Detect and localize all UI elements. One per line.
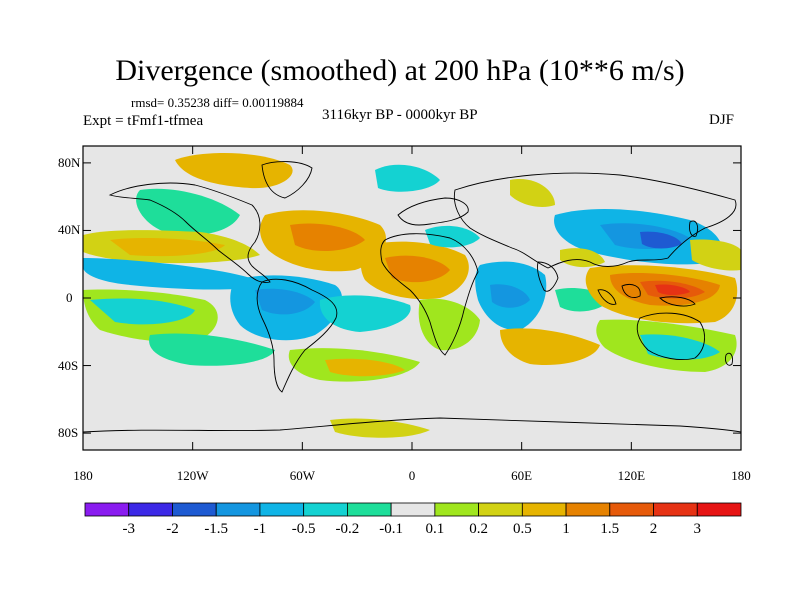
x-tick-label: 0 — [408, 468, 416, 483]
anomaly-region — [510, 179, 555, 207]
anomaly-region — [319, 295, 411, 332]
anomaly-region — [655, 284, 690, 295]
map-title: Divergence (smoothed) at 200 hPa (10**6 … — [115, 54, 685, 87]
colorbar-swatch — [128, 502, 173, 517]
coastline-greenland — [261, 161, 313, 199]
colorbar-swatch — [609, 502, 654, 517]
colorbar-label: 0.2 — [469, 521, 488, 537]
anomaly-region — [149, 333, 275, 366]
colorbar-label: -2 — [166, 521, 179, 537]
anomaly-region — [500, 328, 600, 366]
anomaly-region — [425, 225, 480, 248]
coastline-india — [537, 261, 559, 292]
colorbar-label: -0.5 — [291, 521, 316, 537]
coastline-antarctica — [83, 417, 741, 433]
tick-marks — [82, 146, 742, 450]
period-label: 3116kyr BP - 0000kyr BP — [322, 107, 478, 123]
x-tick-label: 120E — [617, 468, 646, 483]
anomaly-field — [83, 153, 741, 438]
experiment-label: Expt = tFmf1-tfmea — [83, 113, 204, 129]
colorbar-label: -0.1 — [379, 521, 403, 537]
anomaly-region — [110, 237, 225, 257]
anomaly-region — [325, 358, 405, 377]
y-tick-label: 80N — [58, 154, 81, 170]
anomaly-region — [385, 255, 450, 283]
colorbar-swatch — [434, 502, 480, 517]
colorbar-label: 3 — [693, 521, 702, 537]
anomaly-region — [640, 231, 682, 249]
anomaly-region — [290, 223, 365, 252]
colorbar-swatch — [390, 502, 436, 517]
colorbar-swatch — [565, 502, 611, 517]
colorbar-label: 1.5 — [600, 521, 620, 537]
coastline-japan — [689, 220, 699, 237]
colorbar-swatch — [346, 502, 392, 517]
anomaly-region — [490, 284, 530, 308]
coastline-new-zealand — [725, 352, 733, 366]
colorbar-swatch — [653, 502, 698, 517]
anomaly-region — [255, 288, 315, 315]
colorbar-swatch — [696, 502, 742, 517]
colorbar-swatch — [84, 502, 130, 517]
colorbar-label: 0.5 — [512, 521, 532, 537]
anomaly-region — [375, 164, 440, 192]
coastline-new-guinea — [659, 296, 696, 307]
anomaly-region — [418, 298, 480, 351]
y-tick-label: 0 — [66, 290, 73, 305]
coastline-europe — [397, 197, 469, 226]
coastline-sumatra — [597, 289, 617, 305]
anomaly-region — [690, 239, 741, 271]
y-tick-label: 40N — [58, 222, 81, 238]
colorbar-label: 2 — [649, 521, 658, 537]
x-tick-label: 180 — [73, 468, 93, 483]
coastline-australia — [636, 312, 706, 361]
colorbar-swatch — [215, 502, 261, 517]
colorbar — [84, 502, 742, 517]
y-tick-label: 80S — [58, 425, 79, 441]
colorbar-label: -0.2 — [335, 521, 360, 537]
anomaly-region — [136, 188, 240, 235]
colorbar-swatch — [172, 502, 217, 517]
colorbar-label: -1 — [253, 521, 267, 537]
coastline-south-america — [256, 278, 338, 393]
colorbar-label: -3 — [122, 521, 135, 537]
stats-text: rmsd= 0.35238 diff= 0.00119884 — [131, 95, 304, 110]
coastline-asia — [453, 172, 737, 269]
x-tick-label: 60W — [289, 468, 315, 483]
coastline-africa — [380, 233, 479, 356]
colorbar-swatch — [259, 502, 305, 517]
colorbar-label: 0.1 — [425, 521, 445, 537]
anomaly-region — [90, 298, 195, 325]
x-tick-label: 120W — [176, 468, 209, 483]
colorbar-label: 1 — [562, 521, 570, 537]
colorbar-swatch — [521, 502, 567, 517]
x-tick-label: 180 — [731, 468, 751, 483]
anomaly-region — [175, 153, 293, 189]
colorbar-swatch — [303, 502, 348, 517]
season-label: DJF — [709, 112, 735, 128]
colorbar-swatch — [478, 502, 523, 517]
coastline-north-america — [108, 182, 271, 283]
anomaly-region — [83, 258, 270, 290]
coastlines — [83, 161, 741, 433]
anomaly-region — [560, 248, 605, 268]
coastline-borneo — [621, 284, 641, 298]
y-tick-label: 40S — [58, 357, 79, 373]
colorbar-label: -1.5 — [204, 521, 229, 537]
x-tick-label: 60E — [511, 468, 533, 483]
